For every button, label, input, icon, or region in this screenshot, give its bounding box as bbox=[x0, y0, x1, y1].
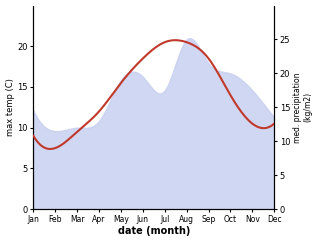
Y-axis label: max temp (C): max temp (C) bbox=[5, 78, 15, 136]
Y-axis label: med. precipitation
(kg/m2): med. precipitation (kg/m2) bbox=[293, 72, 313, 143]
X-axis label: date (month): date (month) bbox=[118, 227, 190, 236]
